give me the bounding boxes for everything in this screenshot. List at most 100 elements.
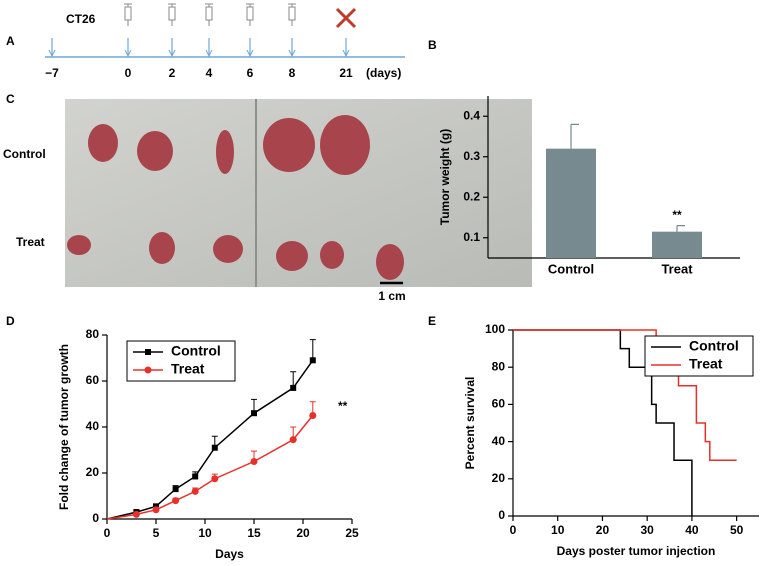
arrow-head	[124, 49, 132, 58]
legend-label: Treat	[171, 361, 205, 377]
arrow-head	[342, 49, 350, 58]
legend-marker	[144, 366, 152, 374]
bar	[652, 231, 702, 258]
panel-label: E	[428, 314, 436, 328]
marker	[309, 412, 317, 419]
panel-label: B	[428, 38, 437, 52]
marker	[309, 357, 316, 364]
y-tick-label: 0.4	[463, 108, 480, 122]
y-tick-label: 0.2	[463, 189, 480, 203]
row-label: Control	[3, 147, 46, 161]
end-mark	[335, 7, 357, 29]
arrow-head	[168, 49, 176, 58]
y-tick-label: 40	[492, 434, 506, 448]
day-label: 6	[247, 66, 254, 80]
y-axis-label: Percent survival	[463, 377, 477, 470]
error-bar	[570, 123, 579, 149]
error-bar	[309, 339, 316, 361]
syringe	[205, 3, 213, 26]
x-tick-label: 30	[641, 523, 655, 537]
day-label: −7	[45, 66, 59, 80]
series-line	[106, 415, 314, 520]
marker	[290, 384, 297, 391]
x-tick-label: 20	[296, 526, 310, 540]
panel-label: D	[6, 314, 15, 328]
cell-line: CT26	[66, 12, 96, 26]
day-label: 4	[206, 66, 213, 80]
scale-label: 1 cm	[378, 289, 405, 303]
x-tick-label: 5	[153, 526, 160, 540]
x-tick-label: 50	[730, 523, 744, 537]
y-tick-label: 0	[92, 511, 99, 525]
syringe	[246, 3, 254, 26]
x-tick-label: 25	[345, 526, 359, 540]
x-tick-label: Control	[548, 261, 594, 276]
legend-label: Control	[689, 338, 739, 354]
panel-label: A	[6, 34, 15, 48]
annotation: **	[338, 399, 348, 413]
legend-label: Control	[171, 343, 221, 359]
photo: Control Treat 1 cm	[3, 99, 532, 303]
marker	[251, 410, 257, 417]
y-tick-label: 0	[498, 508, 505, 522]
panel-label: C	[6, 92, 15, 106]
marker	[152, 506, 160, 514]
day-label: 8	[289, 66, 296, 80]
y-axis-label: Fold change of tumor growth	[57, 344, 71, 510]
legend-label: Treat	[689, 356, 723, 372]
y-tick-label: 0.1	[463, 230, 480, 244]
arrow-head	[48, 49, 56, 58]
x-axis-label: Days poster tumor injection	[557, 544, 716, 558]
marker	[250, 458, 258, 465]
marker	[172, 486, 179, 493]
survival-line	[513, 329, 693, 516]
y-tick-label: 60	[86, 373, 100, 387]
y-tick-label: 60	[492, 397, 506, 411]
day-label: 2	[169, 66, 176, 80]
x-tick-label: 10	[551, 523, 565, 537]
marker	[289, 436, 297, 444]
y-tick-label: 80	[492, 359, 506, 373]
marker	[211, 475, 219, 483]
marker	[191, 487, 199, 495]
error-bar	[676, 225, 685, 232]
marker	[192, 473, 199, 480]
y-tick-label: 20	[86, 465, 100, 479]
y-tick-label: 20	[492, 471, 506, 485]
annotation: **	[672, 208, 682, 222]
day-label: 21	[339, 66, 353, 80]
timeline: CT26 −7 0 2 4 6 8 21 (days)	[45, 3, 405, 80]
x-tick-label: 0	[104, 526, 111, 540]
marker	[172, 497, 180, 505]
series-line	[106, 359, 314, 520]
x-tick-label: 0	[510, 523, 517, 537]
marker	[211, 444, 218, 451]
x-tick-label: 10	[198, 526, 212, 540]
arrow-head	[288, 49, 296, 58]
arrow-head	[205, 49, 213, 58]
y-tick-label: 100	[485, 322, 505, 336]
legend-marker	[145, 349, 151, 355]
marker	[132, 510, 140, 518]
x-tick-label: 40	[685, 523, 699, 537]
y-tick-label: 80	[86, 327, 100, 341]
bar	[546, 148, 596, 258]
x-tick-label: Treat	[661, 261, 693, 276]
syringe	[124, 3, 132, 26]
unit-label: (days)	[366, 66, 401, 80]
y-axis-label: Tumor weight (g)	[438, 129, 452, 225]
tumors	[67, 115, 404, 280]
day-label: 0	[125, 66, 132, 80]
legend-box	[644, 335, 754, 377]
x-tick-label: 15	[247, 526, 261, 540]
arrow-head	[246, 49, 254, 58]
row-label: Treat	[16, 235, 45, 249]
y-tick-label: 0.3	[463, 149, 480, 163]
legend-box	[126, 340, 236, 382]
syringe	[288, 3, 296, 26]
x-axis-label: Days	[215, 547, 244, 561]
x-tick-label: 20	[596, 523, 610, 537]
syringe	[168, 3, 176, 26]
y-tick-label: 40	[86, 419, 100, 433]
